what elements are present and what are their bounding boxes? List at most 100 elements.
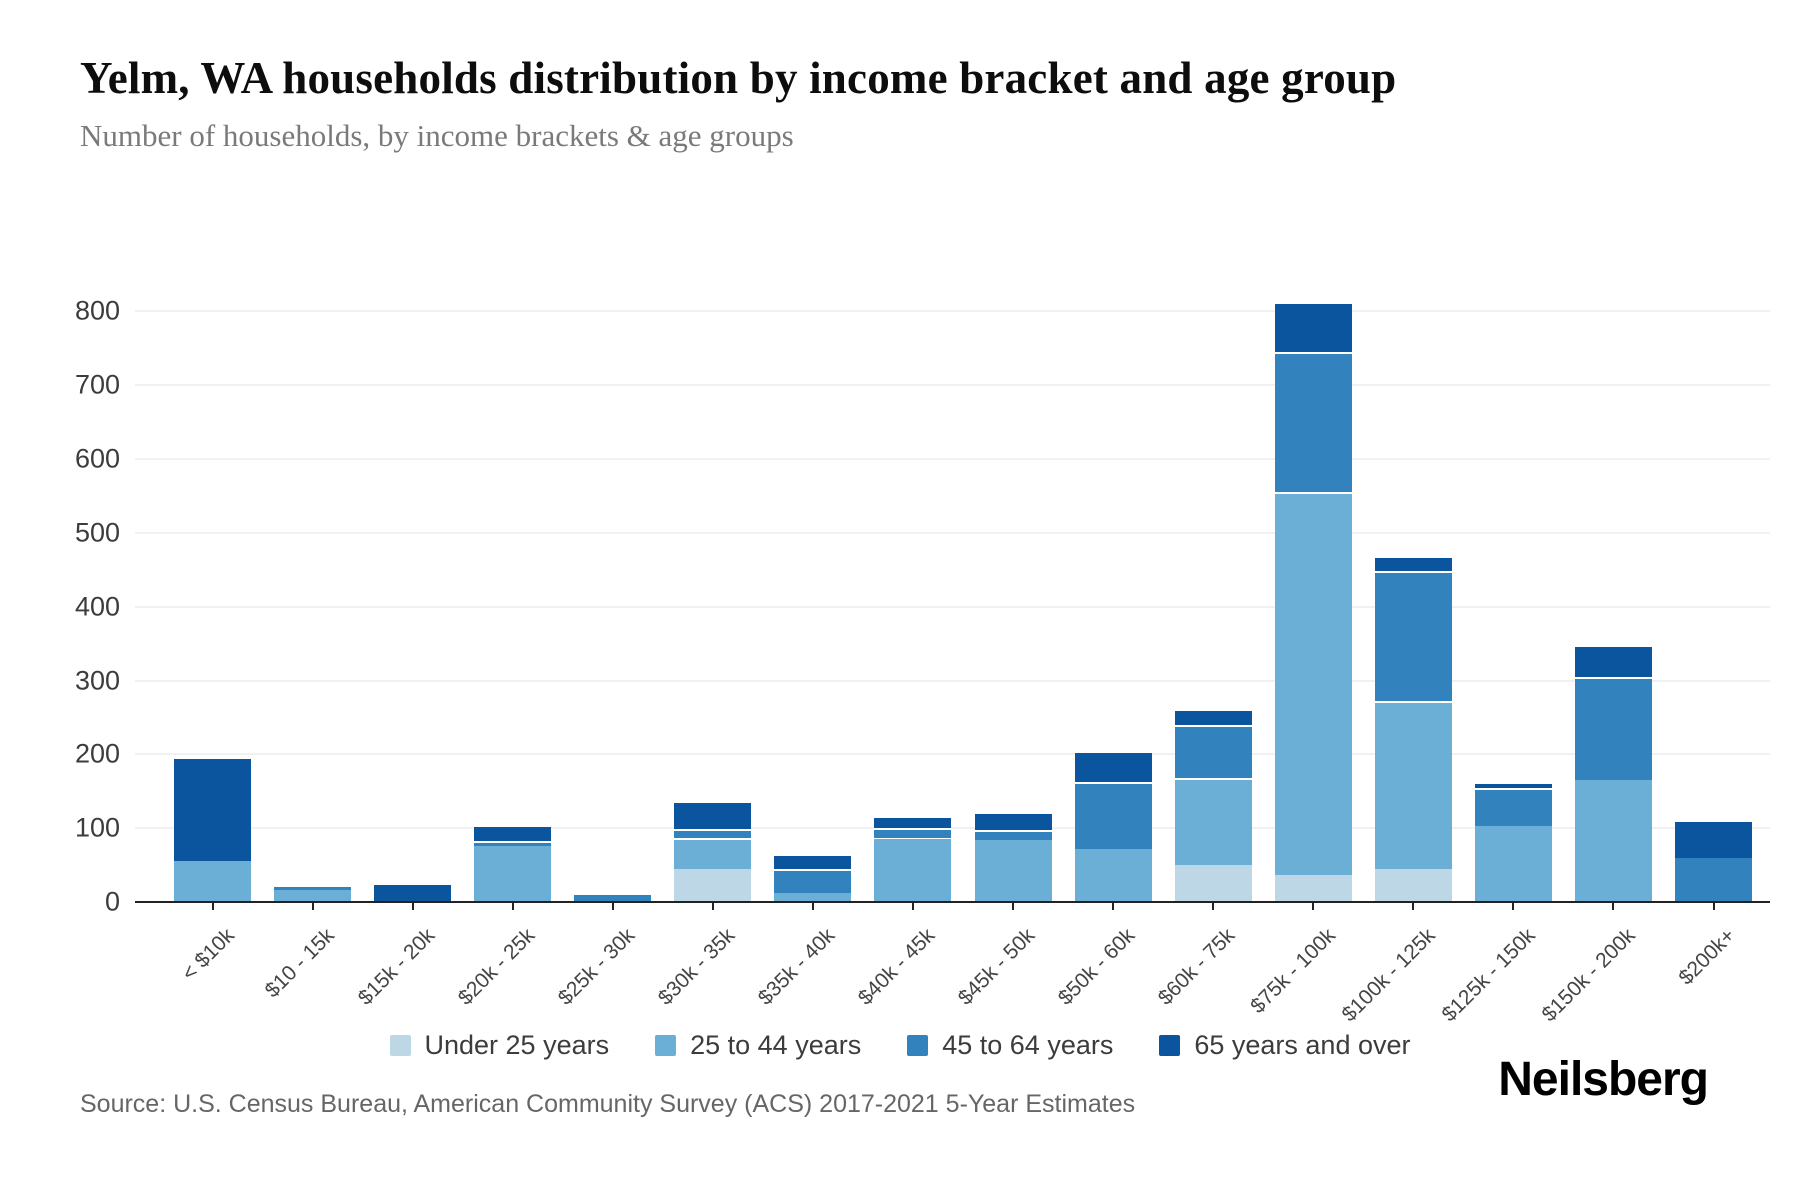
- x-axis-tick-label: $35k - 40k: [753, 924, 840, 1010]
- gridline: [135, 458, 1770, 461]
- bar-segment[interactable]: [1374, 556, 1452, 572]
- y-axis-tick-label: 600: [74, 443, 120, 474]
- y-axis-tick-label: 700: [74, 369, 120, 400]
- x-axis-tick-label: $30k - 35k: [653, 924, 740, 1010]
- bar-segment[interactable]: [1274, 301, 1352, 352]
- bar-segment[interactable]: [1474, 781, 1552, 788]
- bar-segment[interactable]: [674, 868, 752, 902]
- bar-segment[interactable]: [874, 815, 952, 829]
- bar-segment[interactable]: [1174, 708, 1252, 725]
- neilsberg-logo: Neilsberg: [1498, 1053, 1709, 1106]
- gridline: [135, 753, 1770, 756]
- x-axis-tick: [1112, 902, 1115, 910]
- x-axis-line: [135, 901, 1770, 903]
- gridline: [135, 605, 1770, 608]
- y-axis-tick-label: 0: [104, 886, 120, 917]
- x-axis-tick: [1712, 902, 1715, 910]
- x-axis-tick-label: $125k - 150k: [1437, 924, 1540, 1027]
- bar-segment[interactable]: [274, 890, 352, 902]
- y-axis-tick-label: 500: [74, 517, 120, 548]
- legend-swatch-icon: [1159, 1034, 1181, 1056]
- legend-item[interactable]: 65 years and over: [1159, 1029, 1411, 1061]
- bar-segment[interactable]: [1274, 874, 1352, 902]
- x-axis-tick-label: $25k - 30k: [553, 924, 640, 1010]
- bar-segment[interactable]: [1374, 868, 1452, 902]
- gridline: [135, 827, 1770, 830]
- x-axis-tick-label: $15k - 20k: [353, 924, 439, 1010]
- bar-segment[interactable]: [774, 868, 852, 894]
- x-axis-tick: [811, 902, 814, 910]
- page-title: Yelm, WA households distribution by inco…: [80, 53, 1397, 103]
- x-axis-tick-label: $45k - 50k: [953, 924, 1040, 1010]
- legend-item[interactable]: Under 25 years: [389, 1030, 609, 1061]
- y-axis-tick-label: 300: [74, 665, 120, 695]
- x-axis-tick: [411, 902, 414, 910]
- bar-segment[interactable]: [574, 895, 652, 902]
- bar-segment[interactable]: [174, 756, 251, 861]
- bar-segment[interactable]: [674, 837, 752, 869]
- bar-segment[interactable]: [1274, 351, 1352, 493]
- legend-swatch-icon: [907, 1034, 929, 1056]
- bar-segment[interactable]: [1174, 724, 1252, 778]
- x-axis-tick: [711, 902, 714, 910]
- bar-segment[interactable]: [1574, 676, 1652, 781]
- x-axis-tick-label: $200k+: [1674, 924, 1740, 990]
- legend-swatch-icon: [655, 1034, 677, 1056]
- x-axis-tick: [1012, 902, 1015, 910]
- bar-segment[interactable]: [674, 800, 752, 829]
- bar-segment[interactable]: [1174, 865, 1252, 902]
- gridline: [135, 679, 1770, 682]
- bar-segment[interactable]: [1374, 701, 1452, 869]
- x-axis-tick: [511, 902, 514, 910]
- gridline: [135, 384, 1770, 387]
- x-axis-tick: [1612, 902, 1615, 910]
- bar-segment[interactable]: [1174, 777, 1252, 866]
- bar-segment[interactable]: [674, 828, 752, 838]
- bar-segment[interactable]: [474, 845, 552, 902]
- x-axis-tick: [1412, 902, 1415, 910]
- x-axis-tick: [611, 902, 614, 910]
- x-axis-tick-label: $150k - 200k: [1537, 924, 1640, 1027]
- bar-segment[interactable]: [1474, 825, 1552, 902]
- y-axis-tick-label: 400: [74, 591, 120, 622]
- y-axis-tick-label: 200: [74, 738, 120, 769]
- bar-segment[interactable]: [974, 830, 1052, 840]
- bar-segment[interactable]: [1074, 848, 1152, 902]
- x-axis-tick: [1312, 902, 1315, 910]
- bar-segment[interactable]: [1374, 571, 1452, 702]
- bar-segment[interactable]: [874, 828, 952, 839]
- y-axis-tick-label: 800: [74, 295, 120, 326]
- bar-segment[interactable]: [174, 860, 251, 902]
- bar-segment[interactable]: [474, 825, 552, 841]
- bar-segment[interactable]: [974, 811, 1052, 831]
- bar-segment[interactable]: [1574, 780, 1652, 902]
- x-axis-tick: [211, 902, 214, 910]
- legend-label: 65 years and over: [1194, 1029, 1411, 1060]
- bar-segment[interactable]: [1074, 782, 1152, 849]
- bar-segment[interactable]: [1074, 750, 1152, 783]
- x-axis-tick: [311, 902, 314, 910]
- bar-segment[interactable]: [774, 893, 852, 902]
- x-axis-tick: [1212, 902, 1215, 910]
- y-axis-tick-label: 100: [74, 812, 120, 843]
- source-note: Source: U.S. Census Bureau, American Com…: [80, 1090, 1136, 1118]
- bar-segment[interactable]: [1274, 492, 1352, 875]
- bar-segment[interactable]: [1474, 787, 1552, 826]
- gridline: [135, 531, 1770, 534]
- x-axis-tick-label: $50k - 60k: [1053, 924, 1140, 1010]
- gridline: [135, 310, 1770, 313]
- bar-segment[interactable]: [874, 838, 952, 902]
- legend-item[interactable]: 25 to 44 years: [655, 1030, 861, 1061]
- legend-item[interactable]: 45 to 64 years: [907, 1030, 1113, 1061]
- bar-segment[interactable]: [1574, 645, 1652, 677]
- bar-segment[interactable]: [1675, 820, 1753, 859]
- bar-segment[interactable]: [1675, 858, 1753, 902]
- bar-segment[interactable]: [374, 885, 452, 902]
- chart-subtitle: Number of households, by income brackets…: [80, 118, 794, 153]
- bar-segment[interactable]: [274, 885, 352, 891]
- bar-segment[interactable]: [474, 840, 552, 846]
- bar-segment[interactable]: [774, 854, 852, 869]
- bar-segment[interactable]: [974, 839, 1052, 902]
- x-axis-tick-label: $100k - 125k: [1337, 924, 1440, 1027]
